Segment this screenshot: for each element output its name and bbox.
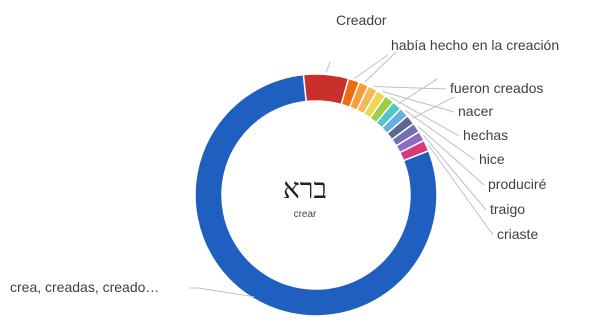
leader-line (382, 91, 455, 113)
leader-line (390, 96, 460, 137)
leader-line (398, 78, 438, 105)
leader-line (427, 144, 494, 236)
leader-lines (190, 52, 494, 298)
slice-label: hice (479, 151, 505, 167)
center-label: ברא (283, 172, 327, 205)
donut-slices (194, 73, 438, 317)
donut-slice (302, 73, 350, 106)
slice-label: hechas (463, 127, 508, 143)
leader-line (412, 96, 455, 119)
leader-line (423, 134, 487, 211)
donut-slice (194, 73, 438, 317)
slice-label: crea, creadas, creado… (10, 279, 159, 295)
slice-label: fueron creados (450, 80, 543, 96)
slice-label: había hecho en la creación (391, 37, 559, 53)
leader-line (364, 52, 397, 83)
slice-label: produciré (488, 176, 547, 192)
slice-label: traigo (490, 201, 525, 217)
leader-line (417, 126, 485, 186)
slice-label: Creador (336, 12, 387, 28)
center-sublabel: crear (294, 209, 317, 220)
slice-label: nacer (458, 103, 493, 119)
leader-line (354, 54, 389, 79)
leader-line (325, 61, 331, 73)
slice-label: criaste (497, 226, 538, 242)
leader-line (405, 110, 476, 161)
leader-line (373, 85, 447, 90)
leader-line (197, 287, 255, 298)
